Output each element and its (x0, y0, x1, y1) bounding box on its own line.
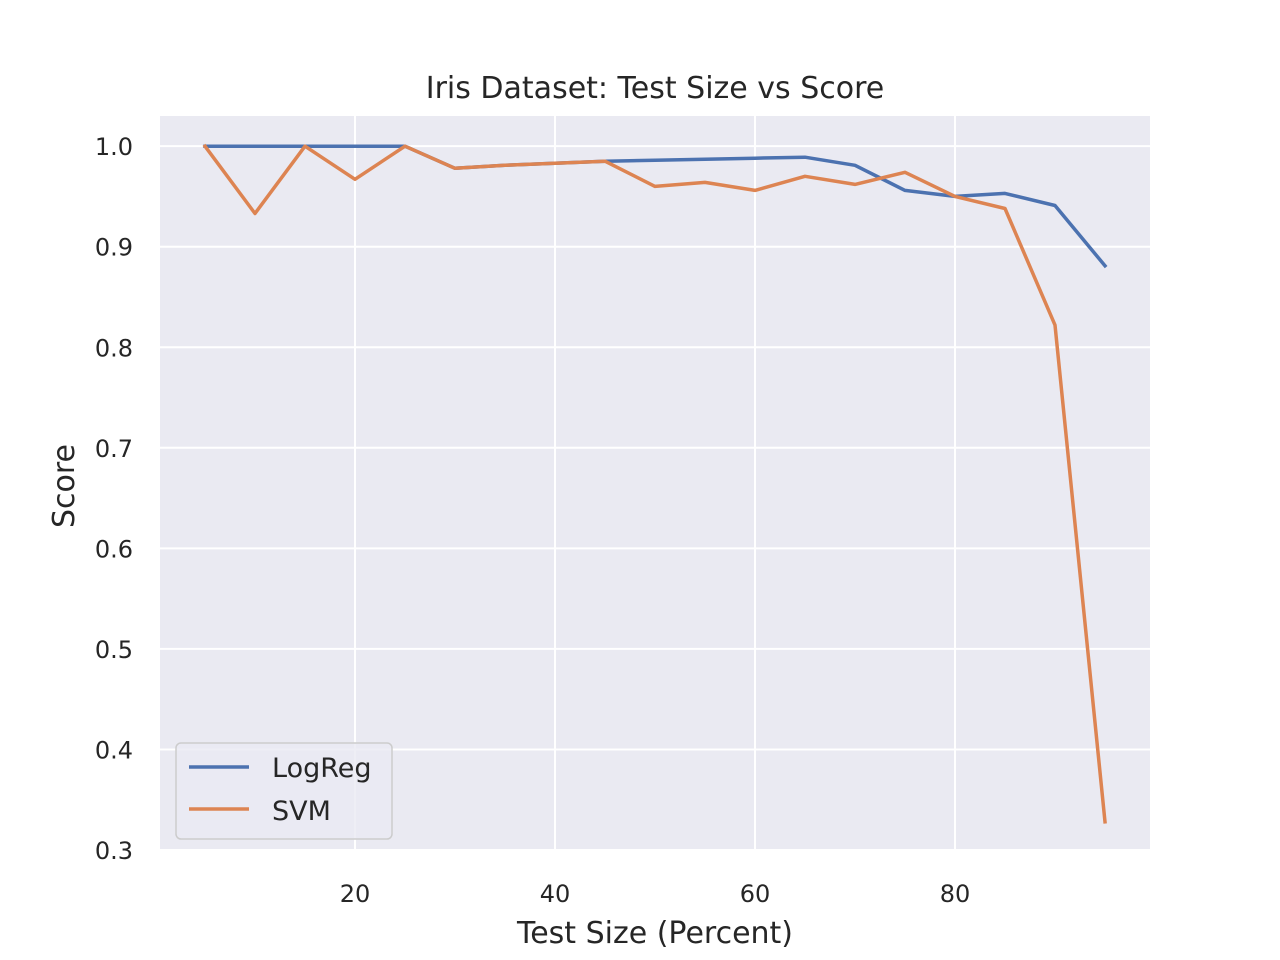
legend-label-svm: SVM (272, 796, 331, 827)
y-tick-label: 1.0 (95, 133, 133, 161)
x-tick-label: 80 (940, 880, 971, 908)
x-tick-label: 40 (540, 880, 571, 908)
x-axis-label: Test Size (Percent) (516, 916, 793, 951)
y-tick-label: 0.6 (95, 535, 133, 563)
plot-area (160, 116, 1150, 850)
y-tick-label: 0.3 (95, 837, 133, 865)
legend: LogReg SVM (175, 742, 393, 840)
y-tick-label: 0.8 (95, 334, 133, 362)
y-axis-label: Score (47, 444, 82, 528)
series-line-svm (202, 143, 1107, 824)
y-tick-label: 0.4 (95, 736, 133, 764)
legend-label-logreg: LogReg (272, 753, 372, 784)
chart-title: Iris Dataset: Test Size vs Score (426, 71, 884, 106)
x-tick-label: 20 (340, 880, 371, 908)
y-tick-label: 0.7 (95, 435, 133, 463)
tick-labels: 20 40 60 80 0.3 0.4 0.5 0.6 0.7 0.8 0.9 1.0 (95, 133, 970, 908)
y-tick-label: 0.9 (95, 234, 133, 262)
series-lines (202, 143, 1108, 824)
x-tick-label: 60 (740, 880, 771, 908)
y-tick-label: 0.5 (95, 636, 133, 664)
